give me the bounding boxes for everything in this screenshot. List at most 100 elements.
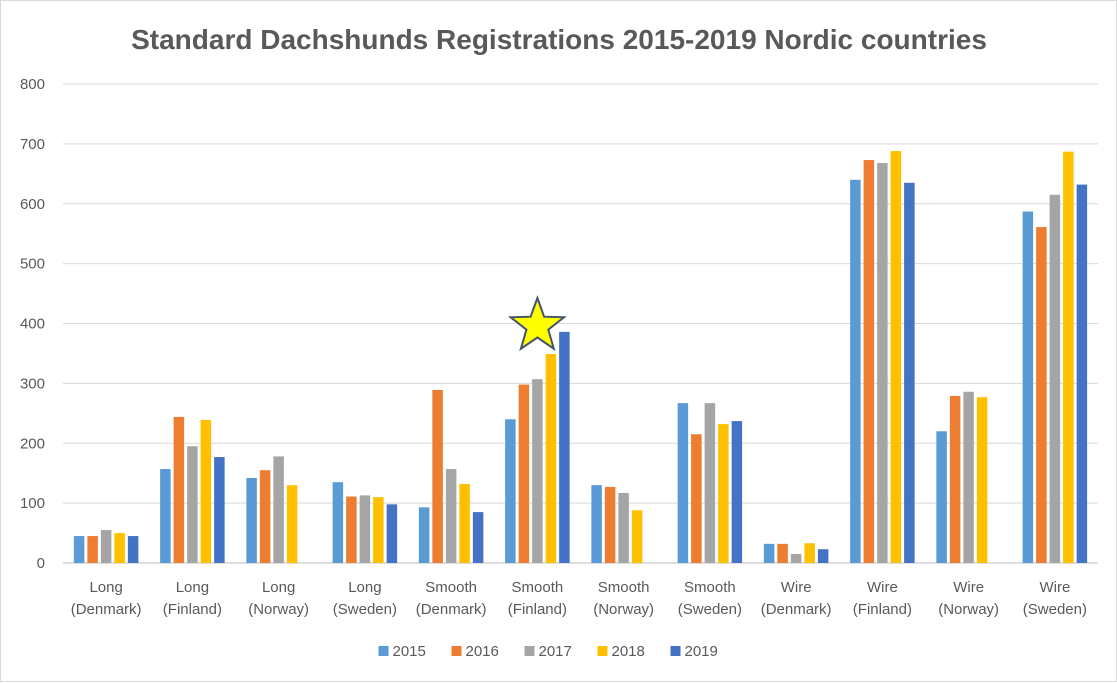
bar-2015-3 bbox=[332, 482, 344, 563]
bar-2017-9 bbox=[877, 163, 888, 563]
bar-2016-5 bbox=[518, 384, 530, 563]
category-label: (Denmark) bbox=[416, 601, 487, 618]
bar-2019-5 bbox=[559, 331, 570, 563]
legend-label: 2019 bbox=[685, 643, 718, 660]
bar-2017-8 bbox=[790, 554, 802, 563]
bar-2018-1 bbox=[200, 419, 212, 563]
category-label: (Norway) bbox=[248, 601, 309, 618]
category-label: (Denmark) bbox=[71, 601, 142, 618]
bar-2016-8 bbox=[777, 543, 788, 563]
legend-swatch bbox=[524, 646, 535, 656]
y-tick-label: 400 bbox=[20, 316, 45, 333]
bar-2019-11 bbox=[1076, 184, 1088, 563]
bar-2016-9 bbox=[863, 160, 875, 563]
star-icon bbox=[507, 295, 567, 352]
legend: 2015 2016 2017 2018 2019 bbox=[378, 643, 718, 660]
bar-2015-10 bbox=[936, 431, 947, 563]
bar-2019-7 bbox=[731, 421, 743, 563]
category-label: (Finland) bbox=[163, 601, 222, 618]
y-tick-label: 0 bbox=[37, 555, 45, 572]
bar-2019-1 bbox=[214, 457, 225, 563]
y-tick-label: 800 bbox=[20, 76, 45, 93]
bar-2018-7 bbox=[718, 424, 729, 563]
gridlines bbox=[63, 83, 1098, 564]
category-label: Wire bbox=[781, 579, 812, 596]
bar-2017-4 bbox=[445, 468, 457, 563]
category-label: (Sweden) bbox=[333, 601, 397, 618]
bar-2017-3 bbox=[359, 495, 371, 563]
bar-2015-9 bbox=[850, 179, 861, 564]
legend-label: 2016 bbox=[466, 643, 499, 660]
legend-swatch bbox=[670, 646, 681, 656]
bar-2016-11 bbox=[1036, 227, 1047, 563]
category-label: Long bbox=[176, 579, 209, 596]
y-tick-label: 500 bbox=[20, 256, 45, 273]
y-tick-label: 600 bbox=[20, 196, 45, 213]
bar-2016-7 bbox=[691, 434, 702, 563]
bar-2015-7 bbox=[677, 403, 689, 563]
bar-2015-0 bbox=[73, 536, 85, 563]
bar-2017-0 bbox=[100, 530, 112, 563]
bar-2016-3 bbox=[346, 496, 357, 563]
bar-2018-9 bbox=[890, 151, 902, 563]
category-label: Smooth bbox=[425, 579, 477, 596]
bar-2015-5 bbox=[505, 419, 516, 563]
legend-label: 2018 bbox=[612, 643, 645, 660]
bar-2019-8 bbox=[817, 549, 829, 563]
category-label: (Norway) bbox=[938, 601, 999, 618]
bar-2019-3 bbox=[386, 504, 398, 563]
category-label: (Sweden) bbox=[678, 601, 742, 618]
bars bbox=[73, 151, 1088, 564]
legend-label: 2015 bbox=[393, 643, 426, 660]
bar-2016-1 bbox=[173, 416, 185, 563]
legend-swatch bbox=[597, 646, 608, 656]
category-label: Long bbox=[348, 579, 381, 596]
category-label: (Sweden) bbox=[1023, 601, 1087, 618]
bar-2017-11 bbox=[1049, 194, 1061, 564]
annotations bbox=[507, 295, 567, 352]
category-label: Wire bbox=[1039, 579, 1070, 596]
category-label: Wire bbox=[953, 579, 984, 596]
category-label: Wire bbox=[867, 579, 898, 596]
category-label: Smooth bbox=[684, 579, 736, 596]
bar-2015-2 bbox=[246, 477, 257, 563]
bar-2015-8 bbox=[763, 543, 775, 563]
bar-2018-5 bbox=[545, 354, 557, 563]
bar-2015-1 bbox=[160, 468, 171, 563]
category-label: Smooth bbox=[512, 579, 564, 596]
bar-2016-2 bbox=[259, 470, 271, 563]
bar-2019-9 bbox=[904, 182, 915, 563]
category-label: (Norway) bbox=[593, 601, 654, 618]
bar-2015-11 bbox=[1022, 211, 1034, 563]
y-tick-label: 300 bbox=[20, 375, 45, 392]
y-tick-label: 100 bbox=[20, 495, 45, 512]
category-label: Smooth bbox=[598, 579, 650, 596]
y-tick-label: 200 bbox=[20, 435, 45, 452]
y-tick-label: 700 bbox=[20, 136, 45, 153]
category-label: (Denmark) bbox=[761, 601, 832, 618]
bar-2017-6 bbox=[618, 492, 629, 563]
bar-2017-5 bbox=[532, 379, 543, 563]
legend-label: 2017 bbox=[539, 643, 572, 660]
bar-2018-10 bbox=[976, 397, 988, 563]
x-axis-categories: Long (Denmark) Long (Finland) Long (Norway) Lo… bbox=[71, 579, 1087, 618]
bar-2016-0 bbox=[87, 536, 98, 563]
bar-2018-8 bbox=[804, 543, 815, 563]
bar-2017-1 bbox=[187, 446, 198, 563]
bar-2018-4 bbox=[459, 483, 470, 563]
category-label: (Finland) bbox=[853, 601, 912, 618]
bar-2019-4 bbox=[472, 512, 484, 563]
bar-2017-2 bbox=[273, 456, 284, 563]
bar-2018-11 bbox=[1063, 151, 1074, 563]
bar-2017-7 bbox=[704, 403, 716, 563]
category-label: Long bbox=[89, 579, 122, 596]
bar-2016-4 bbox=[432, 389, 443, 563]
y-axis-ticks: 0 100 200 300 400 500 600 700 800 bbox=[20, 76, 45, 572]
bar-2018-6 bbox=[631, 510, 643, 563]
category-label: Long bbox=[262, 579, 295, 596]
bar-2016-6 bbox=[604, 486, 616, 563]
category-label: (Finland) bbox=[508, 601, 567, 618]
legend-swatch bbox=[451, 646, 462, 656]
